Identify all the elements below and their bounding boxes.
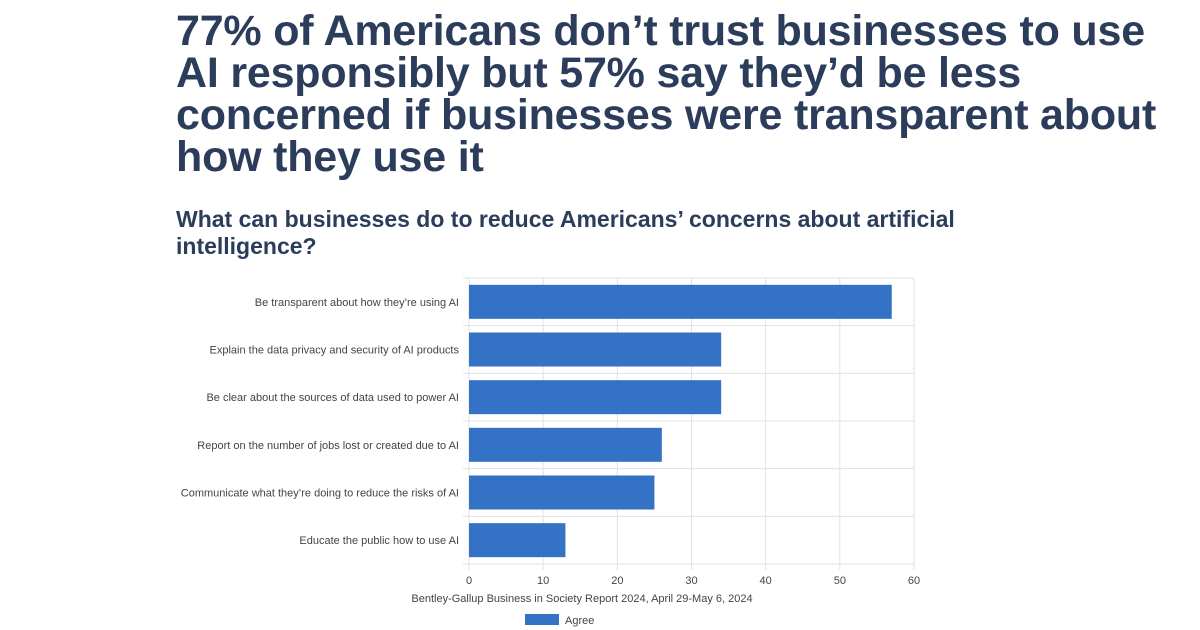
- category-label: Educate the public how to use AI: [299, 535, 459, 547]
- subheadline: What can businesses do to reduce America…: [176, 206, 955, 259]
- bar: [469, 427, 662, 462]
- bar: [469, 284, 892, 319]
- legend-swatch: [525, 614, 559, 625]
- x-tick-label: 40: [760, 575, 772, 587]
- x-tick-label: 60: [908, 575, 920, 587]
- category-label: Explain the data privacy and security of…: [210, 345, 460, 357]
- bar: [469, 380, 722, 415]
- category-label: Be clear about the sources of data used …: [206, 392, 459, 404]
- headline: 77% of Americans don’t trust businesses …: [176, 7, 1157, 181]
- bar-chart: Be transparent about how they’re using A…: [181, 277, 920, 627]
- bar: [469, 332, 722, 367]
- legend: Agree: [525, 614, 594, 627]
- bar: [469, 523, 566, 558]
- category-label: Communicate what they’re doing to reduce…: [181, 488, 459, 500]
- x-tick-label: 0: [466, 575, 472, 587]
- x-tick-label: 30: [685, 575, 697, 587]
- category-label: Report on the number of jobs lost or cre…: [197, 440, 459, 452]
- category-label: Be transparent about how they’re using A…: [255, 297, 459, 309]
- x-axis-ticks: 0 10 20 30 40 50 60: [466, 575, 920, 587]
- chart-bars: [469, 284, 892, 558]
- x-tick-label: 50: [834, 575, 846, 587]
- category-labels: Be transparent about how they’re using A…: [181, 297, 460, 547]
- bar: [469, 475, 655, 510]
- x-tick-label: 20: [611, 575, 623, 587]
- x-tick-label: 10: [537, 575, 549, 587]
- legend-label: Agree: [565, 615, 594, 627]
- x-axis-title: Bentley-Gallup Business in Society Repor…: [411, 593, 752, 605]
- chart-grid: [463, 277, 915, 570]
